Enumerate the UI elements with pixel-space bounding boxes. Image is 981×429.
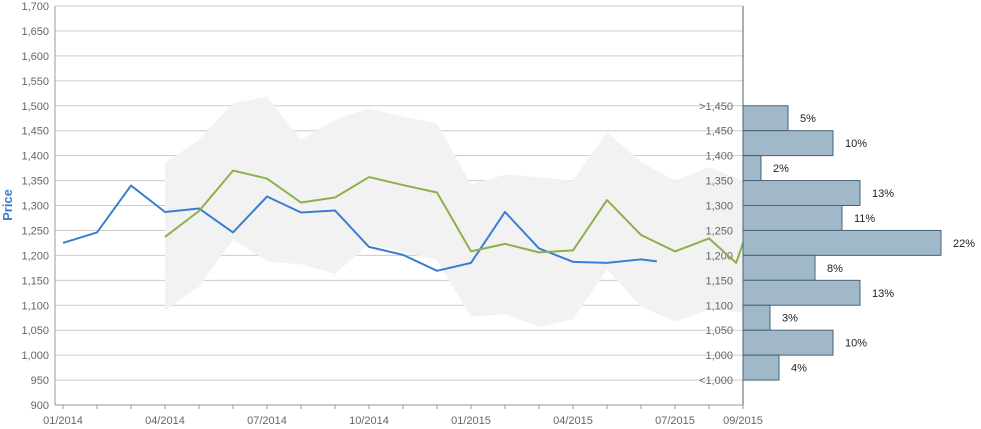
histogram-bar [742, 279, 861, 306]
histogram-bin-label: 1,050 [705, 325, 733, 337]
range-band [165, 96, 743, 327]
histogram-bin-label: 1,450 [705, 126, 733, 138]
histogram-bin-label: 1,000 [705, 350, 733, 362]
y-tick-label: 1,550 [21, 76, 49, 88]
x-tick-label: 04/2015 [553, 415, 593, 427]
price-distribution-histogram: 5% 10% 2% 13% 11% 22% 8% 13% 3% 10% 4% >1,450 1,450 1… [699, 101, 975, 387]
y-axis-title: Price [0, 189, 15, 221]
x-tick-label: 01/2014 [43, 415, 83, 427]
histogram-percent-label: 3% [782, 313, 798, 325]
y-tick-label: 1,350 [21, 176, 49, 188]
histogram-bin-label: 1,350 [705, 176, 733, 188]
series-line-2 [164, 169, 744, 264]
x-tick-label: 07/2014 [247, 415, 287, 427]
histogram-bar [742, 205, 843, 231]
histogram-percent-label: 10% [845, 138, 867, 150]
series-line-1 [62, 184, 657, 272]
y-tick-label: 1,200 [21, 250, 49, 262]
histogram-bin-label: 1,100 [705, 300, 733, 312]
histogram-bar [742, 254, 816, 281]
histogram-percent-label: 13% [872, 288, 894, 300]
x-tick-label: 04/2014 [145, 415, 185, 427]
y-tick-label: 1,000 [21, 350, 49, 362]
y-tick-label: 1,100 [21, 300, 49, 312]
histogram-bar [742, 130, 834, 157]
y-tick-label: 1,150 [21, 275, 49, 287]
histogram-bar [742, 329, 834, 356]
y-tick-label: 900 [31, 400, 49, 412]
histogram-bin-label: 1,150 [705, 275, 733, 287]
x-tick-label: 07/2015 [655, 415, 695, 427]
histogram-bar [742, 180, 861, 206]
histogram-percent-label: 10% [845, 338, 867, 350]
histogram-percent-label: 11% [854, 213, 875, 225]
histogram-percent-label: 13% [872, 188, 894, 200]
price-range-band [165, 96, 743, 327]
histogram-percent-label: 5% [800, 113, 816, 125]
y-tick-label: 1,400 [21, 151, 49, 163]
histogram-bin-label: 1,300 [705, 201, 733, 213]
histogram-bar [742, 229, 942, 256]
y-tick-label: 1,050 [21, 325, 49, 337]
axis-labels: Price [0, 189, 15, 221]
y-tick-label: 1,700 [21, 1, 49, 13]
y-tick-label: 1,650 [21, 26, 49, 38]
x-tick-label: 09/2015 [723, 415, 763, 427]
histogram-percent-label: 8% [827, 263, 843, 275]
histogram-percent-label: 22% [953, 238, 975, 250]
price-lines [62, 169, 744, 272]
y-tick-label: 1,300 [21, 201, 49, 213]
y-tick-label: 1,250 [21, 225, 49, 237]
y-tick-label: 1,450 [21, 126, 49, 138]
histogram-percent-label: 2% [773, 163, 789, 175]
histogram-bar [742, 155, 762, 182]
histogram-bin-label: 1,250 [705, 225, 733, 237]
histogram-bar [742, 354, 780, 381]
y-tick-label: 950 [31, 375, 49, 387]
x-tick-label: 01/2015 [451, 415, 491, 427]
histogram-bar [742, 304, 771, 331]
histogram-bar [742, 105, 789, 132]
histogram-bin-label: <1,000 [699, 375, 733, 387]
histogram-bin-label: >1,450 [699, 101, 733, 113]
axes: 900 950 1,000 1,050 1,100 1,150 1,200 1,250 1,30… [21, 1, 762, 427]
x-tick-label: 10/2014 [349, 415, 389, 427]
y-tick-label: 1,500 [21, 101, 49, 113]
histogram-bin-label: 1,400 [705, 151, 733, 163]
y-tick-label: 1,600 [21, 51, 49, 63]
histogram-percent-label: 4% [791, 363, 807, 375]
